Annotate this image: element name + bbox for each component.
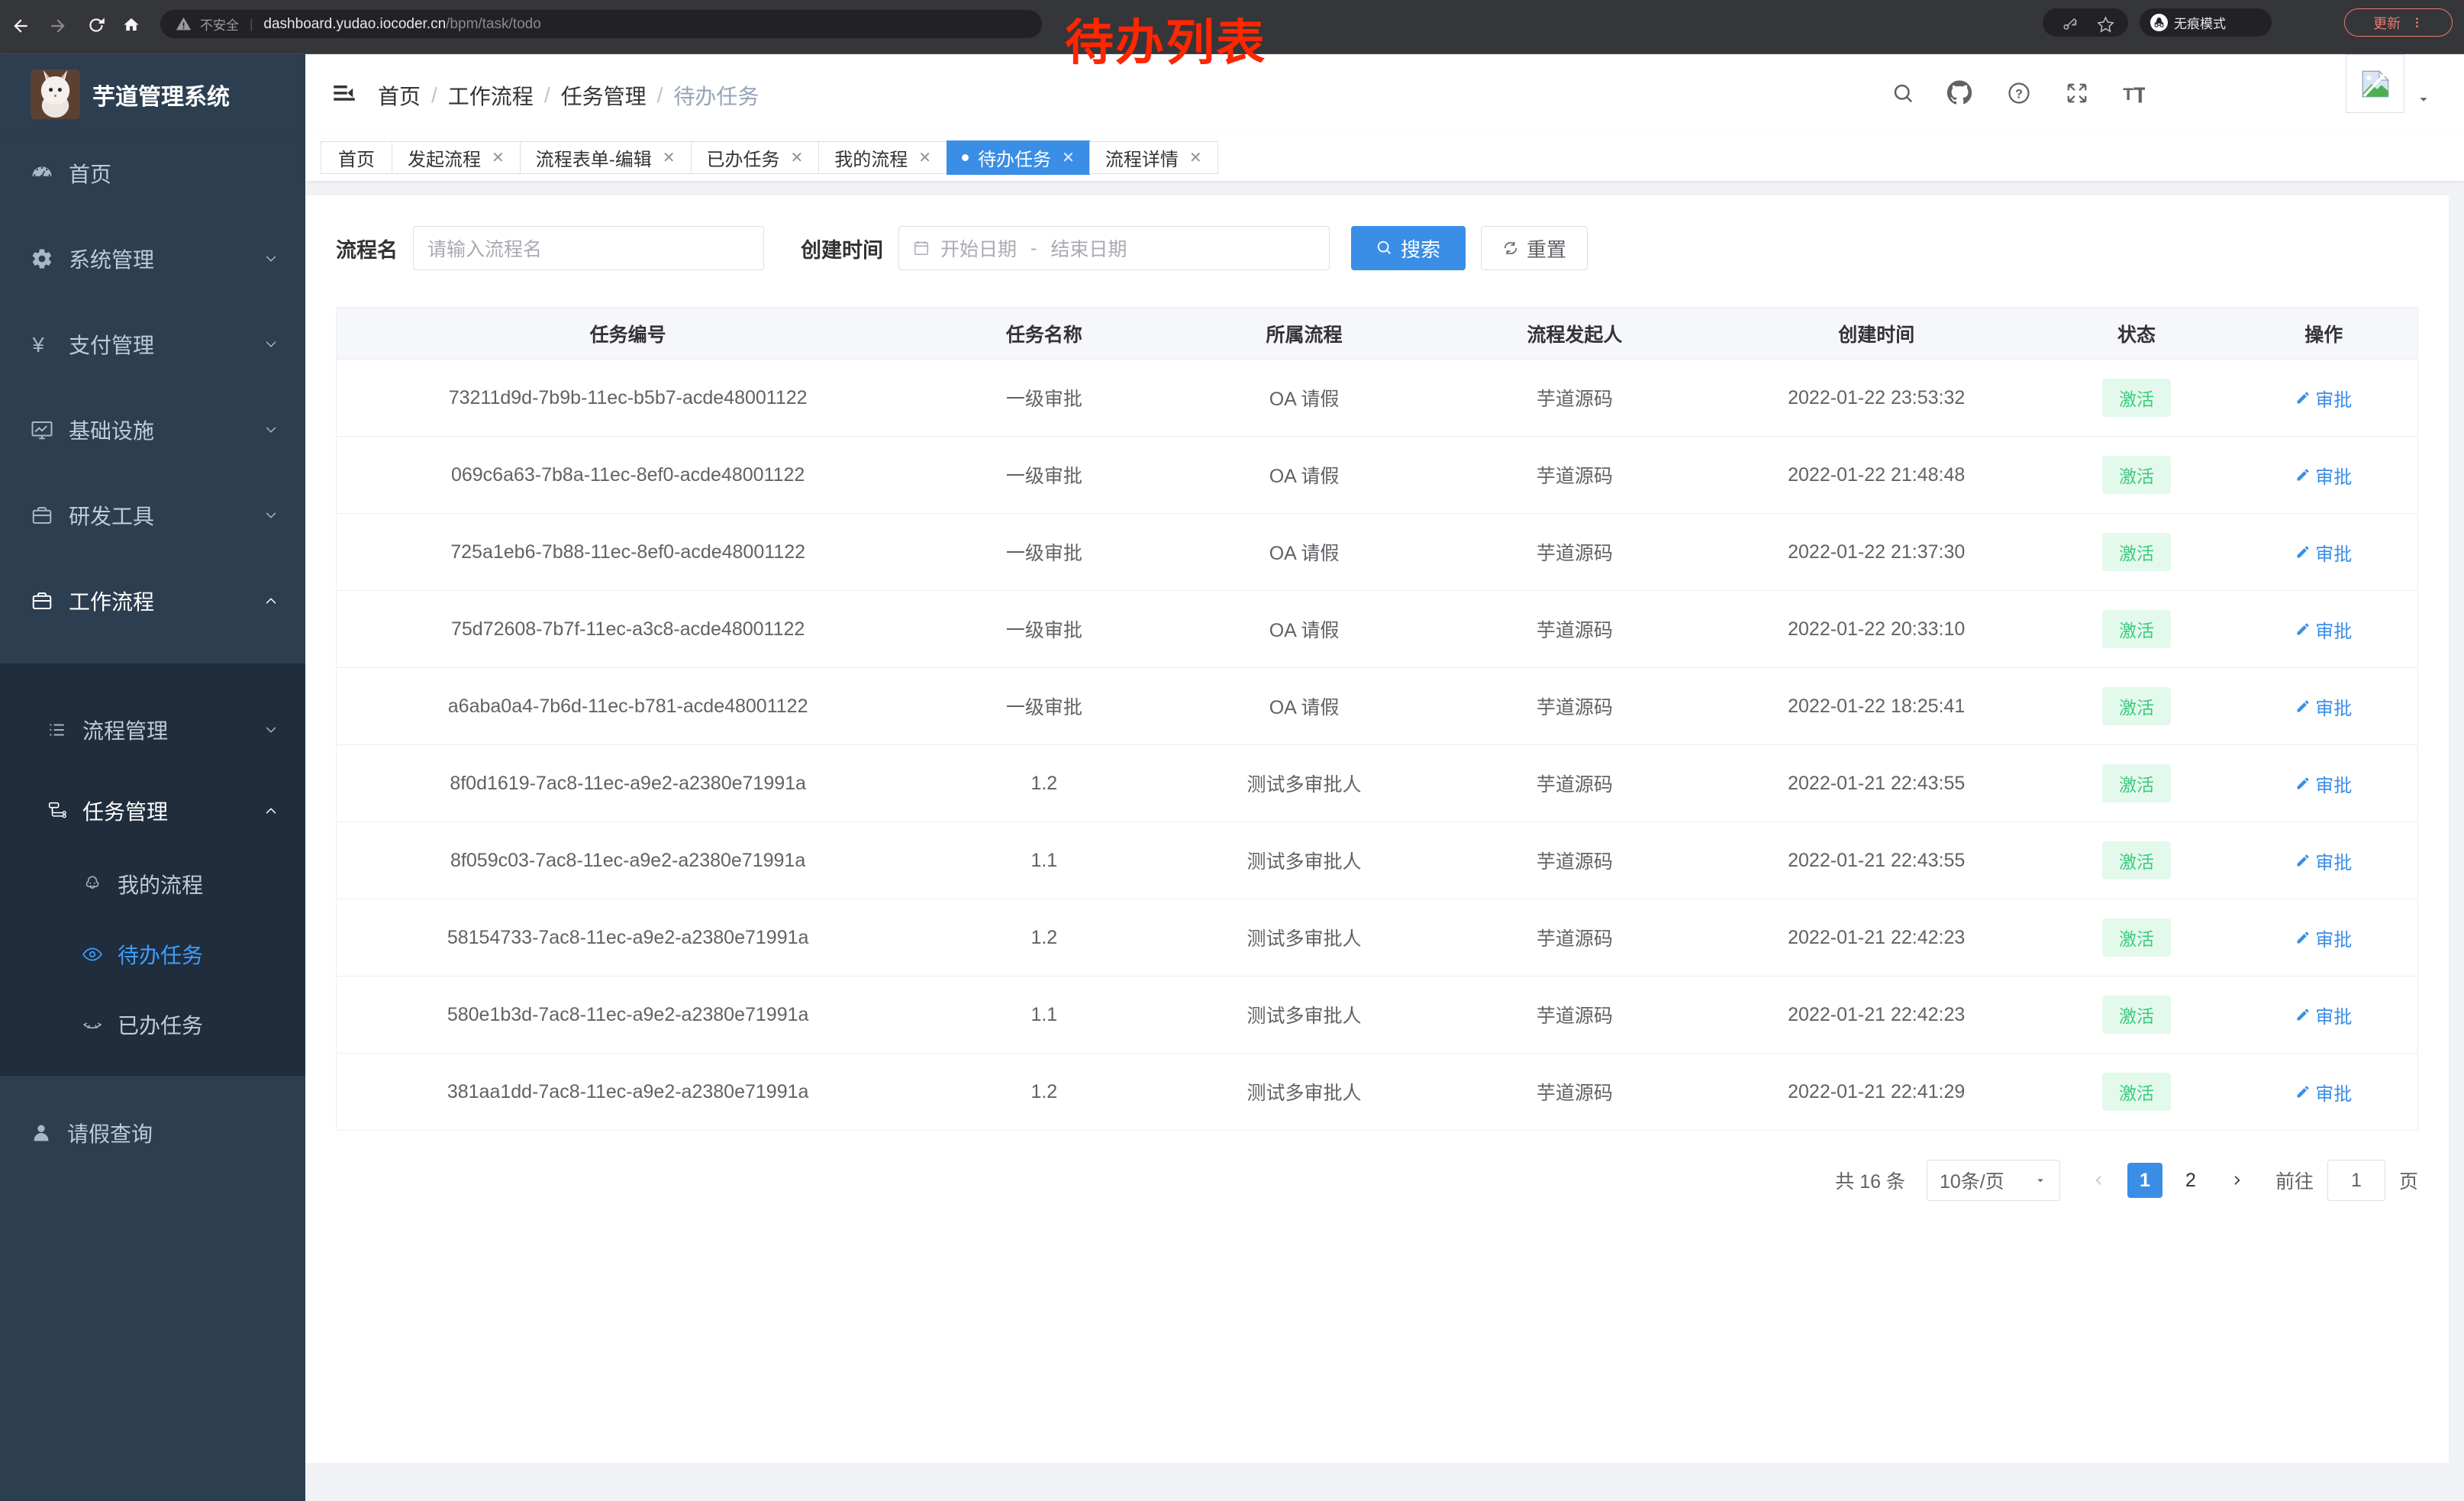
svg-text:¥: ¥ xyxy=(32,333,45,356)
svg-text:T: T xyxy=(2123,85,2133,104)
svg-text:T: T xyxy=(2133,84,2145,105)
svg-text:?: ? xyxy=(2015,87,2023,101)
